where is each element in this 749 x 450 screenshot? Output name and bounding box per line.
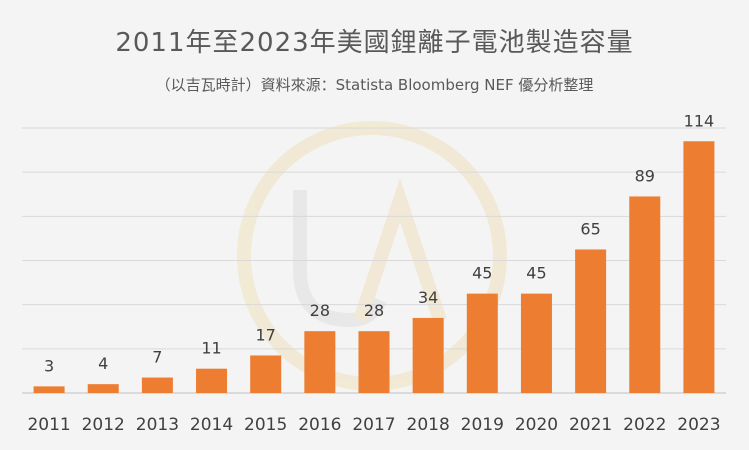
bar-2019 — [466, 293, 498, 393]
data-label-2012: 4 — [98, 354, 108, 373]
x-tick-2017: 2017 — [352, 415, 395, 435]
data-label-2018: 34 — [418, 288, 438, 307]
bar-2022 — [629, 196, 661, 393]
data-label-2014: 11 — [201, 339, 221, 358]
bar-2020 — [520, 293, 552, 393]
bar-2013 — [141, 377, 173, 393]
x-tick-2018: 2018 — [407, 415, 450, 435]
data-label-2017: 28 — [364, 301, 384, 320]
data-label-2019: 45 — [472, 264, 492, 283]
x-tick-2015: 2015 — [244, 415, 287, 435]
chart-subtitle: （以吉瓦時計）資料來源：Statista Bloomberg NEF 優分析整理 — [155, 76, 594, 94]
x-tick-2020: 2020 — [515, 415, 558, 435]
data-label-2023: 114 — [684, 111, 715, 130]
bar-2016 — [304, 331, 336, 393]
data-label-2022: 89 — [635, 166, 655, 185]
chart-title: 2011年至2023年美國鋰離子電池製造容量 — [115, 28, 634, 58]
bars — [33, 141, 715, 393]
x-tick-2012: 2012 — [82, 415, 125, 435]
x-tick-2013: 2013 — [136, 415, 179, 435]
data-label-2015: 17 — [256, 325, 276, 344]
bar-2023 — [683, 141, 715, 393]
x-tick-2022: 2022 — [623, 415, 666, 435]
bar-2012 — [87, 384, 119, 393]
x-tick-2021: 2021 — [569, 415, 612, 435]
x-tick-2011: 2011 — [27, 415, 70, 435]
data-label-2011: 3 — [44, 356, 54, 375]
x-tick-2014: 2014 — [190, 415, 233, 435]
data-label-2013: 7 — [152, 348, 162, 367]
data-label-2016: 28 — [310, 301, 330, 320]
data-label-2020: 45 — [526, 264, 546, 283]
bar-2018 — [412, 317, 444, 393]
bar-2011 — [33, 386, 65, 393]
bar-2014 — [196, 368, 228, 393]
x-tick-2016: 2016 — [298, 415, 341, 435]
bar-2017 — [358, 331, 390, 393]
bar-2015 — [250, 355, 282, 393]
x-tick-labels: 2011 2012 2013 2014 2015 2016 2017 2018 2019 2020… — [27, 415, 720, 435]
bar-2021 — [575, 249, 607, 393]
x-tick-2023: 2023 — [677, 415, 720, 435]
x-tick-2019: 2019 — [461, 415, 504, 435]
data-label-2021: 65 — [580, 219, 600, 238]
